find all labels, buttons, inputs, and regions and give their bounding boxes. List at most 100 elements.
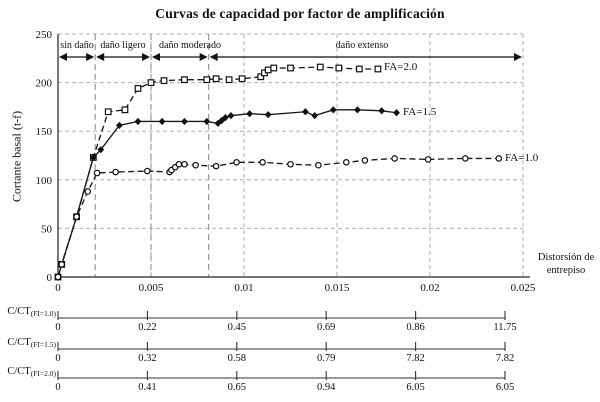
marker-circle — [391, 155, 398, 162]
marker-circle — [143, 167, 151, 175]
marker-square — [212, 75, 220, 83]
scale-value: 0.69 — [317, 322, 335, 333]
scale-label-sub: (FI=1.0) — [30, 309, 56, 318]
x-axis-label: Distorsión de entrepiso — [533, 251, 599, 277]
marker-circle — [54, 273, 62, 281]
marker-circle — [315, 161, 322, 169]
marker-diamond — [222, 113, 229, 122]
scale-value: 0.94 — [317, 382, 336, 393]
marker-circle — [175, 160, 183, 168]
marker-square — [134, 85, 142, 92]
scale-value: 0.45 — [228, 322, 246, 333]
marker-square — [270, 64, 278, 72]
marker-diamond — [329, 106, 337, 114]
marker-diamond — [264, 111, 272, 119]
y-tick-label: 250 — [36, 29, 53, 41]
marker-square — [181, 76, 188, 84]
y-tick-label: 150 — [36, 126, 53, 138]
y-tick-label: 0 — [47, 272, 53, 284]
marker-square — [147, 79, 155, 87]
scale-value: 0.86 — [406, 322, 424, 333]
scale-label-sub: (FI=2.0) — [30, 369, 56, 378]
marker-diamond — [311, 112, 319, 120]
scale-label-fi-2-0: C/CT(FI=2.0) — [2, 366, 56, 378]
marker-diamond — [89, 153, 97, 162]
marker-diamond — [158, 117, 166, 126]
marker-square — [335, 64, 343, 72]
scale-value: 0.41 — [138, 382, 156, 393]
marker-diamond — [97, 146, 105, 154]
marker-square — [287, 64, 294, 72]
scale-value: 0 — [55, 382, 60, 393]
scale-value: 0.79 — [317, 353, 335, 364]
y-tick-label: 200 — [36, 78, 53, 90]
scale-label-main: C/CT — [7, 337, 31, 348]
arrowhead-left-icon — [96, 53, 105, 61]
series-label-fa-2-0: FA=2.0 — [384, 61, 418, 73]
marker-diamond — [134, 117, 142, 126]
x-tick-label: 0.01 — [234, 282, 253, 294]
marker-diamond — [218, 116, 226, 125]
x-axis-label-line1: Distorsión de — [537, 252, 595, 263]
marker-diamond — [354, 106, 361, 114]
arrowhead-right-icon — [142, 53, 150, 61]
marker-square — [257, 73, 265, 81]
marker-diamond — [246, 110, 253, 118]
marker-circle — [192, 161, 199, 169]
zone-label-sin-dano: sin daño — [60, 40, 94, 51]
series-label-fa-1-0: FA=1.0 — [505, 152, 539, 164]
marker-square — [238, 75, 246, 83]
series-line-FA=1.5 — [57, 109, 397, 278]
marker-circle — [361, 157, 369, 164]
scale-value: 0 — [55, 353, 60, 364]
scale-label-main: C/CT — [7, 366, 31, 377]
marker-circle — [73, 213, 80, 221]
marker-circle — [93, 169, 101, 177]
scale-value: 6.05 — [496, 382, 514, 393]
marker-circle — [233, 159, 240, 166]
marker-square — [203, 76, 211, 84]
marker-circle — [259, 159, 266, 166]
x-axis-label-line2: entrepiso — [546, 265, 586, 277]
marker-square — [104, 108, 112, 116]
marker-diamond — [301, 108, 309, 116]
marker-square — [264, 66, 272, 74]
marker-square — [355, 65, 363, 73]
marker-square — [121, 106, 129, 114]
x-tick-label: 0.025 — [511, 282, 536, 294]
x-tick-label: 0.015 — [325, 282, 350, 294]
y-tick-label: 100 — [36, 175, 53, 187]
scale-value: 7.82 — [496, 353, 514, 364]
scale-value: 7.82 — [406, 353, 424, 364]
arrowhead-left-icon — [152, 53, 160, 61]
scale-label-fi-1-5: C/CT(FI=1.5) — [2, 337, 56, 349]
zone-label-dano-moderado: daño moderado — [159, 40, 221, 51]
y-axis-label: Cortante basal (t-f) — [9, 110, 24, 203]
series-line-FA=1.0 — [57, 157, 499, 278]
scale-label-sub: (FI=1.5) — [30, 340, 56, 349]
scale-value: 11.75 — [493, 322, 516, 333]
marker-circle — [495, 155, 503, 162]
marker-circle — [342, 159, 350, 166]
scale-label-main: C/CT — [7, 306, 31, 317]
series-label-fa-1-5: FA=1.5 — [403, 106, 437, 118]
arrowhead-right-icon — [86, 53, 95, 61]
scale-value: 0.65 — [228, 382, 246, 393]
arrowhead-right-icon — [199, 53, 208, 61]
arrowhead-left-icon — [59, 53, 67, 61]
marker-diamond — [227, 112, 235, 120]
marker-square — [225, 76, 233, 84]
marker-circle — [112, 168, 119, 176]
marker-diamond — [393, 109, 400, 117]
marker-circle — [462, 155, 469, 162]
x-tick-label: 0 — [55, 282, 61, 294]
zone-label-dano-ligero: daño ligero — [100, 40, 146, 51]
scale-label-fi-1-0: C/CT(FI=1.0) — [2, 306, 56, 318]
zone-label-dano-extenso: daño extenso — [335, 40, 389, 51]
arrowhead-right-icon — [514, 53, 522, 61]
scale-value: 0.58 — [228, 353, 246, 364]
marker-square — [374, 65, 382, 73]
marker-diamond — [115, 121, 123, 129]
